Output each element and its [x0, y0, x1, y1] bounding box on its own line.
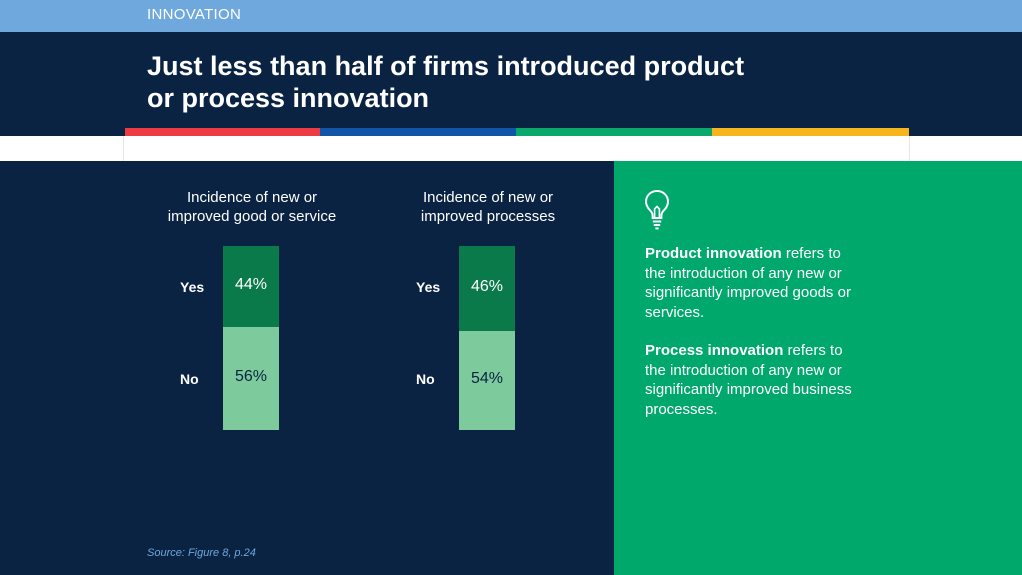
- stripe-blue: [320, 128, 516, 136]
- chart-2-yes-bar: 46%: [459, 246, 515, 331]
- chart-2-yes-label: Yes: [416, 279, 441, 295]
- chart-2-title-line-2: improved processes: [420, 208, 556, 225]
- product-line-4: services.: [645, 303, 705, 321]
- stripe-yellow: [712, 128, 909, 136]
- process-line-1: refers to: [783, 342, 843, 359]
- chart-2-yes-value: 46%: [470, 278, 504, 296]
- title-line-2: or process innovation: [147, 83, 430, 113]
- process-innovation-definition: Process innovation refers to the introdu…: [645, 341, 915, 419]
- white-strip-edge: [123, 136, 910, 161]
- product-line-1: refers to: [781, 245, 841, 262]
- chart-1-yes-value: 44%: [234, 276, 268, 294]
- chart-2-no-label: No: [416, 371, 435, 387]
- product-line-3: significantly improved goods or: [645, 284, 851, 301]
- lightbulb-icon: [644, 189, 670, 230]
- product-line-2: the introduction of any new or: [645, 264, 842, 282]
- chart-1-no-value: 56%: [234, 368, 268, 386]
- header-background: [0, 32, 1022, 136]
- chart-2-title: Incidence of new or improved processes: [388, 188, 588, 226]
- chart-2-no-bar: 54%: [459, 330, 515, 430]
- stripe-red: [125, 128, 320, 136]
- title-line-1: Just less than half of firms introduced …: [147, 51, 745, 81]
- process-line-3: significantly improved business: [645, 381, 852, 398]
- page-title: Just less than half of firms introduced …: [147, 50, 867, 114]
- top-band: [0, 0, 1022, 32]
- chart-1-yes-bar: 44%: [223, 246, 279, 327]
- stripe-green: [516, 128, 712, 136]
- chart-2-no-value: 54%: [470, 370, 504, 388]
- process-line-2: the introduction of any new or: [645, 361, 842, 379]
- section-label: INNOVATION: [147, 6, 242, 23]
- chart-1-title: Incidence of new or improved good or ser…: [140, 188, 364, 226]
- product-term: Product innovation: [645, 245, 782, 262]
- process-term: Process innovation: [645, 342, 784, 359]
- white-strip: [0, 136, 1022, 161]
- chart-1-title-line-2: improved good or service: [167, 208, 337, 225]
- chart-1-yes-label: Yes: [180, 279, 205, 295]
- chart-1-title-line-1: Incidence of new or: [186, 189, 318, 206]
- process-line-4: processes.: [645, 400, 718, 418]
- source-note: Source: Figure 8, p.24: [147, 547, 256, 559]
- chart-1-no-bar: 56%: [223, 326, 279, 430]
- chart-2-title-line-1: Incidence of new or: [422, 189, 554, 206]
- product-innovation-definition: Product innovation refers to the introdu…: [645, 244, 915, 322]
- definition-panel: [614, 161, 1022, 575]
- chart-1-no-label: No: [180, 371, 199, 387]
